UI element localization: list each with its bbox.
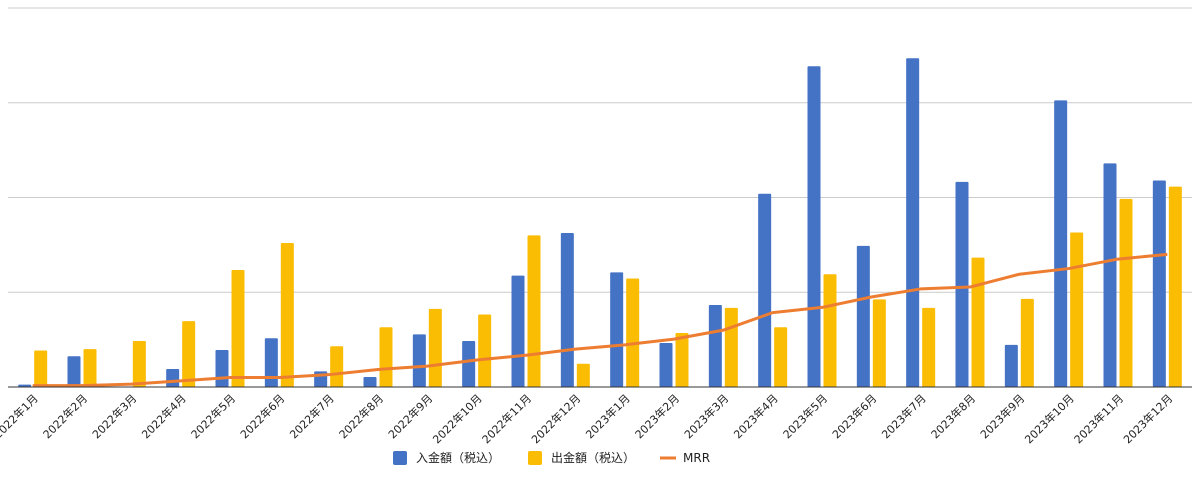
bar-outflow — [1119, 198, 1133, 387]
x-tick-label: 2023年5月 — [780, 391, 830, 441]
bar-inflow — [166, 368, 180, 387]
x-tick-label: 2023年3月 — [681, 391, 731, 441]
bar-outflow — [626, 278, 640, 387]
bar-inflow — [906, 58, 920, 387]
bar-outflow — [971, 257, 985, 387]
bar-inflow — [807, 66, 821, 388]
bar-inflow — [511, 275, 525, 387]
bar-outflow — [182, 321, 196, 387]
bar-inflow — [758, 193, 772, 387]
x-tick-label: 2022年2月 — [40, 391, 90, 441]
legend-label: 入金額（税込） — [416, 450, 500, 465]
bar-inflow — [708, 305, 722, 387]
legend-swatch — [393, 451, 407, 465]
x-tick-label: 2023年4月 — [731, 391, 781, 441]
x-tick-label: 2022年7月 — [287, 391, 337, 441]
bar-outflow — [428, 308, 442, 387]
bar-outflow — [774, 327, 788, 387]
bar-inflow — [955, 181, 969, 387]
x-tick-labels: 2022年1月 2022年2月 2022年3月 2022年4月 2022年5月 2022年… — [0, 391, 1175, 446]
bar-outflow — [872, 299, 886, 387]
x-tick-label: 2023年6月 — [829, 391, 879, 441]
bar-inflow — [18, 384, 32, 387]
bar-outflow — [724, 307, 738, 387]
bar-inflow — [412, 334, 426, 387]
bar-inflow — [363, 377, 377, 387]
bar-inflow — [1054, 100, 1068, 387]
mrr-line — [32, 252, 1168, 388]
bar-outflow — [922, 307, 936, 387]
x-tick-label: 2023年1月 — [583, 391, 633, 441]
bar-outflow — [379, 327, 393, 387]
x-tick-label: 2022年5月 — [188, 391, 238, 441]
x-tick-label: 2023年2月 — [632, 391, 682, 441]
bar-outflow — [231, 269, 245, 387]
bars — [18, 58, 1182, 388]
legend-swatch — [528, 451, 542, 465]
x-tick-label: 2023年11月 — [1071, 391, 1126, 446]
bar-outflow — [132, 341, 146, 387]
mrr-line-group — [32, 252, 1168, 388]
x-tick-label: 2022年12月 — [528, 391, 583, 446]
x-tick-label: 2022年4月 — [139, 391, 189, 441]
legend: 入金額（税込） 出金額（税込） MRR — [393, 450, 710, 465]
bar-inflow — [1152, 180, 1166, 387]
bar-outflow — [1070, 232, 1084, 387]
x-tick-label: 2022年10月 — [430, 391, 485, 446]
bar-inflow — [610, 272, 624, 387]
bar-inflow — [264, 338, 278, 387]
x-tick-label: 2023年8月 — [928, 391, 978, 441]
bar-outflow — [1168, 186, 1182, 387]
bar-outflow — [823, 274, 837, 387]
bar-outflow — [83, 349, 97, 387]
bar-inflow — [462, 341, 476, 387]
bar-inflow — [215, 350, 229, 387]
bar-outflow — [576, 363, 590, 387]
x-tick-label: 2023年7月 — [879, 391, 929, 441]
x-tick-label: 2022年6月 — [237, 391, 287, 441]
x-tick-label: 2023年9月 — [977, 391, 1027, 441]
legend-label: 出金額（税込） — [551, 450, 635, 465]
bar-inflow — [67, 356, 81, 387]
bar-outflow — [1020, 298, 1034, 387]
bar-outflow — [34, 350, 48, 387]
bar-outflow — [330, 346, 344, 387]
bar-inflow — [560, 233, 574, 387]
bar-outflow — [280, 242, 294, 387]
bar-inflow — [856, 245, 870, 387]
x-tick-label: 2022年11月 — [479, 391, 534, 446]
x-tick-label: 2022年9月 — [385, 391, 435, 441]
bar-outflow — [478, 314, 492, 387]
bar-inflow — [1004, 344, 1018, 387]
bar-inflow — [659, 342, 673, 387]
x-tick-label: 2022年1月 — [0, 391, 41, 441]
x-tick-label: 2023年12月 — [1120, 391, 1175, 446]
gridlines — [8, 7, 1192, 293]
x-tick-label: 2022年3月 — [89, 391, 139, 441]
legend-label: MRR — [683, 451, 710, 465]
bar-outflow — [675, 332, 689, 387]
x-tick-label: 2023年10月 — [1022, 391, 1077, 446]
bar-inflow — [1103, 163, 1117, 387]
bar-outflow — [527, 235, 541, 387]
x-tick-label: 2022年8月 — [336, 391, 386, 441]
